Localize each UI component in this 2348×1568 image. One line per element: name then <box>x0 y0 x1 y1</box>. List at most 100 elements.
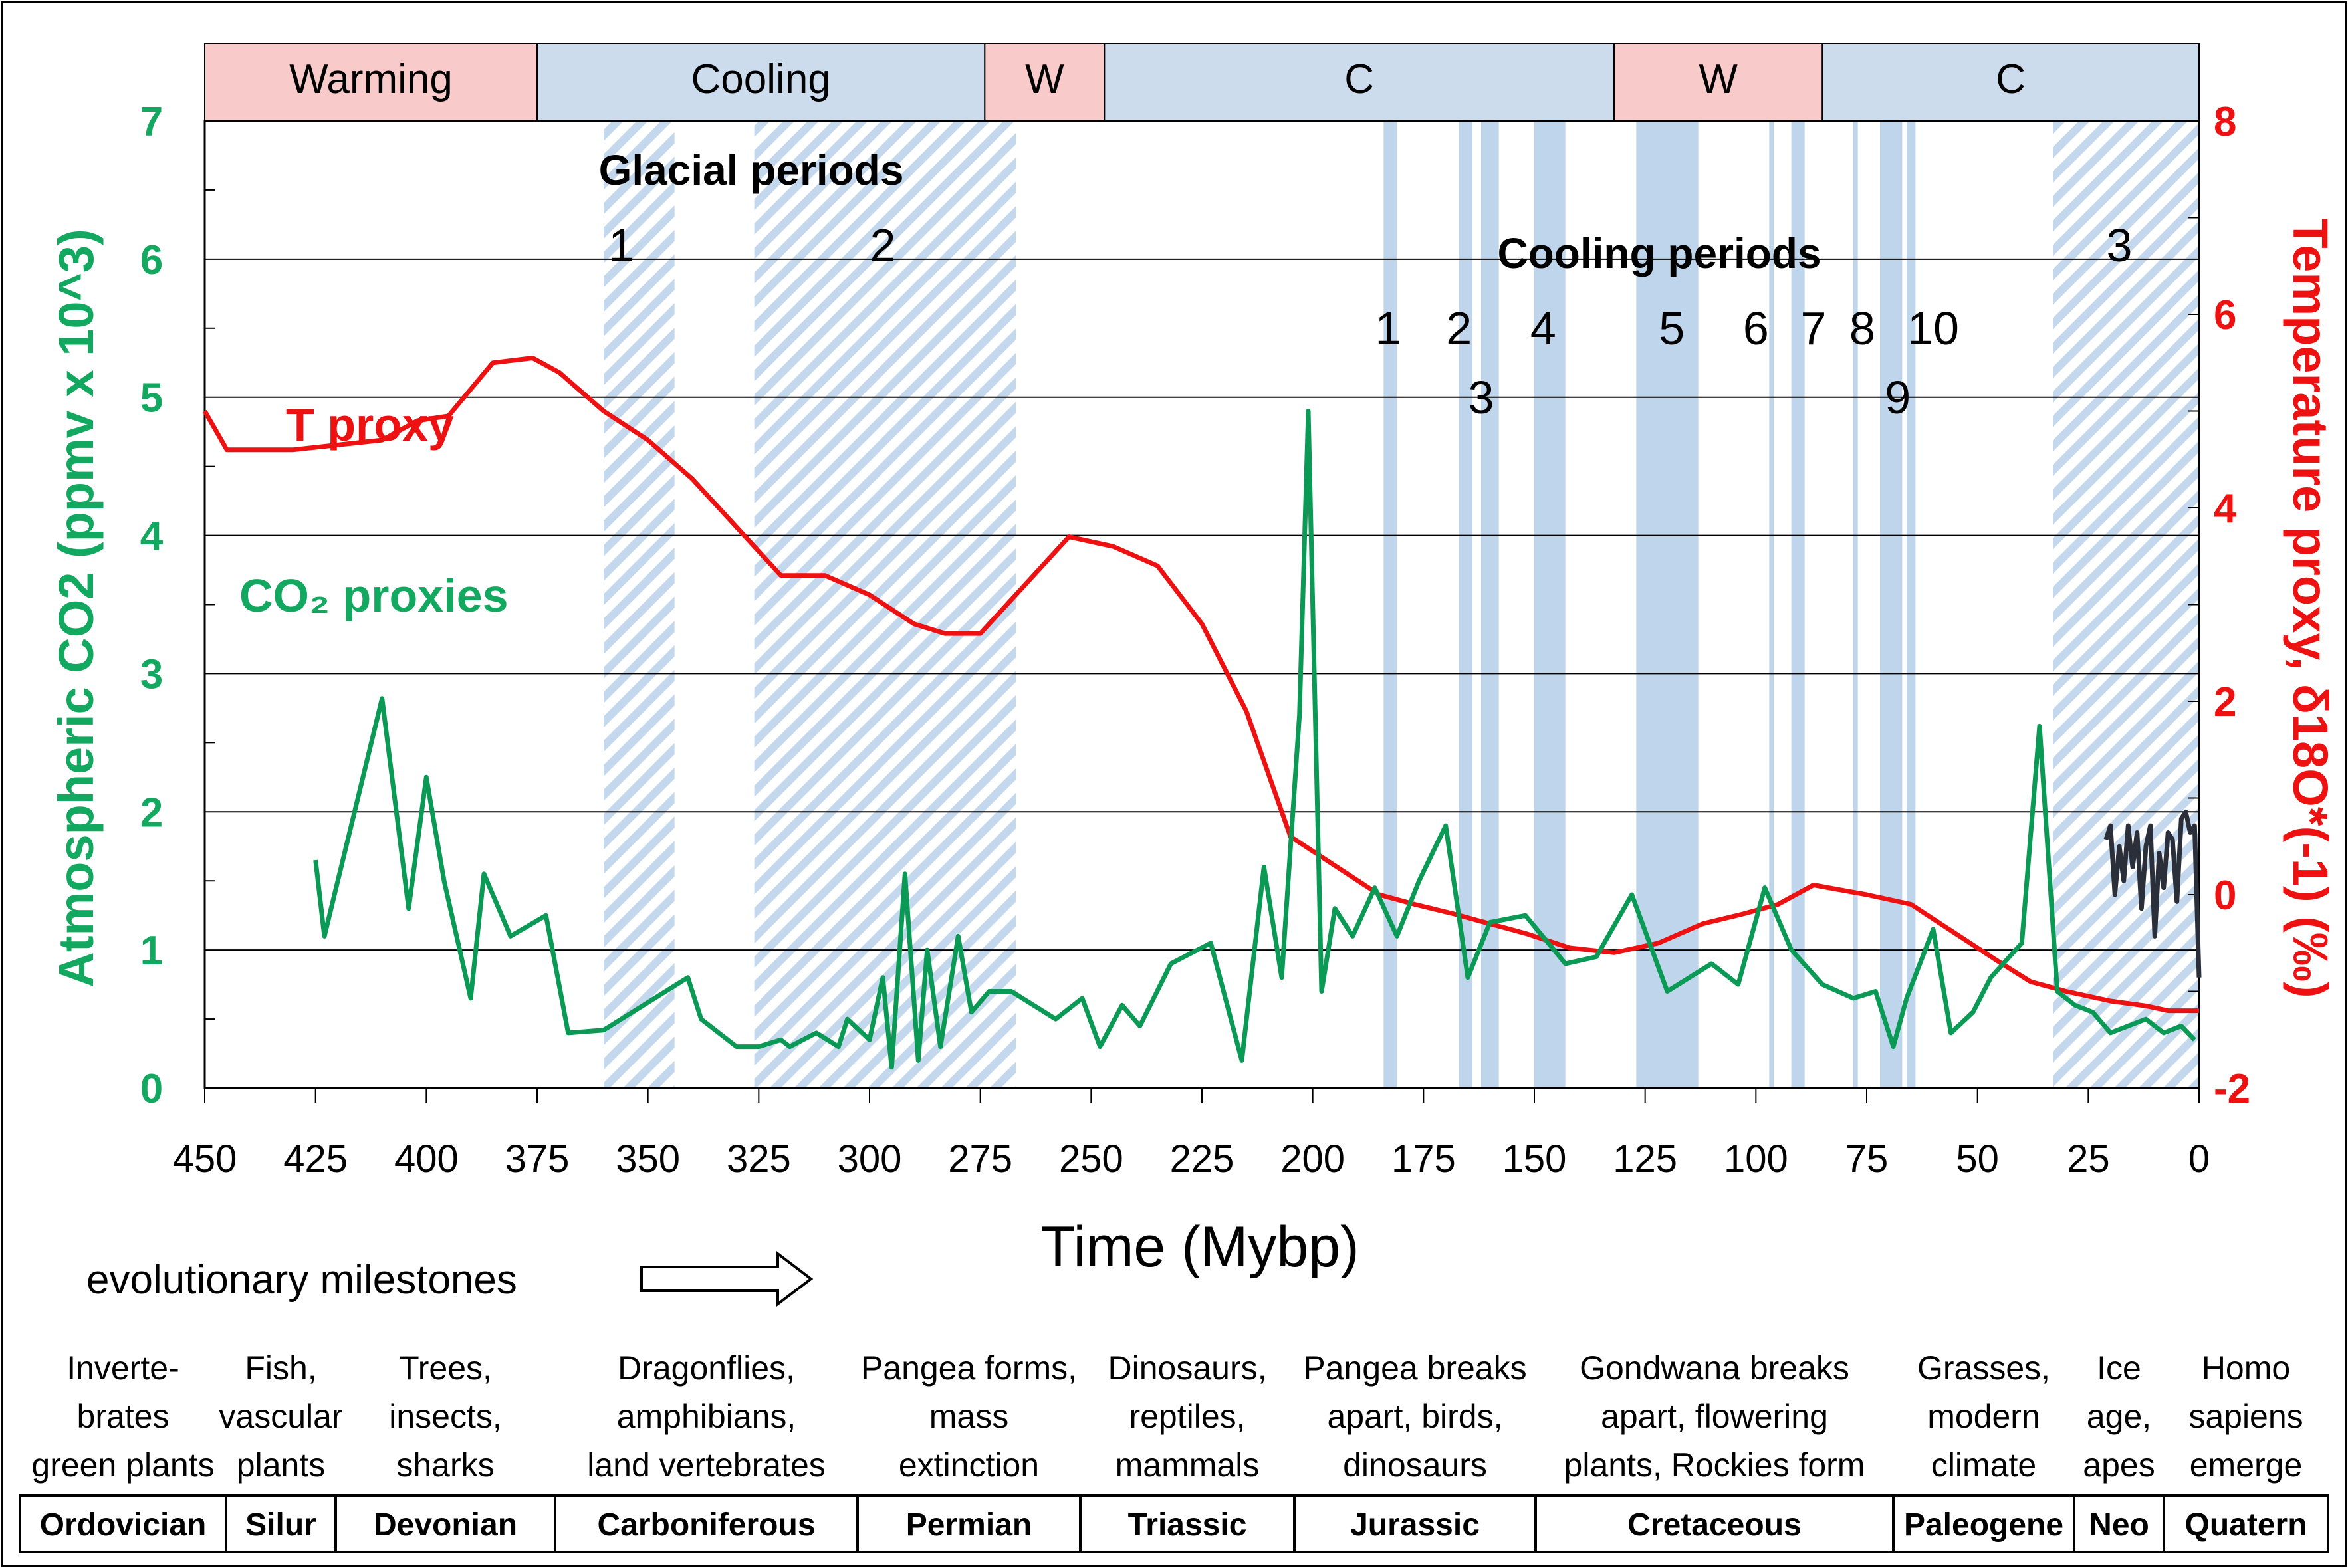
climate-band-label: C <box>1996 56 2026 102</box>
y-left-tick-label: 4 <box>140 514 164 560</box>
geologic-period-name: Paleogene <box>1904 1508 2063 1543</box>
geologic-period-name: Ordovician <box>40 1508 207 1543</box>
climate-band-6 <box>1821 43 2200 122</box>
cooling-period-number: 7 <box>1801 302 1827 354</box>
series-line-2 <box>313 409 2196 1070</box>
milestones-header: evolutionary milestones <box>86 1257 517 1303</box>
x-tick-label: 175 <box>1391 1137 1456 1180</box>
milestone-text: Pangea breaks <box>1303 1349 1526 1387</box>
milestone-text: modern <box>1927 1398 2040 1435</box>
milestone-text: mass <box>929 1398 1008 1435</box>
glacial-period-number: 1 <box>608 219 634 271</box>
glacial-period-regions <box>604 121 2199 1088</box>
x-tick-label: 50 <box>1956 1137 1999 1180</box>
cooling-period-number: 9 <box>1885 372 1911 423</box>
series-line-1 <box>202 356 2199 1014</box>
glacial-region-3 <box>2053 121 2199 1088</box>
series-line-3 <box>2103 809 2202 978</box>
x-tick-label: 325 <box>727 1137 791 1180</box>
x-tick-label: 150 <box>1502 1137 1567 1180</box>
milestone-text: Dinosaurs, <box>1108 1349 1267 1387</box>
milestone-text: plants, Rockies form <box>1564 1446 1865 1484</box>
geologic-period-name: Carboniferous <box>597 1508 815 1543</box>
glacial-periods-title: Glacial periods <box>599 146 904 194</box>
milestone-text: apart, flowering <box>1601 1398 1828 1435</box>
geologic-period-name: Quatern <box>2184 1508 2307 1543</box>
cooling-period-number: 2 <box>1446 302 1472 354</box>
x-tick-label: 200 <box>1280 1137 1345 1180</box>
cooling-region-6 <box>1769 121 1774 1088</box>
climate-band-label: Cooling <box>691 56 831 102</box>
milestone-text: mammals <box>1115 1446 1260 1484</box>
cooling-period-number: 3 <box>1468 372 1494 423</box>
y-axis-left-title: Atmospheric CO2 (ppmv x 10^3) <box>49 229 104 987</box>
climate-band-5 <box>1613 43 1823 122</box>
cooling-period-number: 8 <box>1849 302 1875 354</box>
milestone-text: Ice <box>2097 1349 2141 1387</box>
milestones-table: Inverte-brates green plants Ordovician Fish… <box>19 1349 2329 1553</box>
y-left-tick-label: 7 <box>140 99 163 145</box>
x-tick-label: 225 <box>1170 1137 1234 1180</box>
milestone-text: apes <box>2083 1446 2155 1484</box>
y-left-tick-label: 2 <box>140 790 163 836</box>
climate-band-label: C <box>1344 56 1374 102</box>
x-tick-label: 25 <box>2067 1137 2110 1180</box>
cooling-region-1 <box>1383 121 1397 1088</box>
cooling-region-7 <box>1791 121 1805 1088</box>
cooling-period-number: 1 <box>1375 302 1401 354</box>
milestone-text: climate <box>1931 1446 2036 1484</box>
geologic-period-name: Triassic <box>1128 1508 1247 1543</box>
cooling-region-10 <box>1907 121 1916 1088</box>
milestone-text: reptiles, <box>1129 1398 1245 1435</box>
x-tick-label: 0 <box>2188 1137 2210 1180</box>
y-left-tick-label: 0 <box>140 1066 163 1112</box>
y-left-tick-label: 1 <box>140 928 163 974</box>
y-right-tick-label: -2 <box>2214 1066 2250 1112</box>
milestone-text: land vertebrates <box>587 1446 826 1484</box>
cooling-region-5 <box>1636 121 1699 1088</box>
cooling-period-number: 6 <box>1743 302 1769 354</box>
climate-band-label: Warming <box>289 56 453 102</box>
data-series <box>202 356 2202 1070</box>
milestone-text: amphibians, <box>617 1398 796 1435</box>
milestone-text: apart, birds, <box>1327 1398 1502 1435</box>
milestone-text: Dragonflies, <box>618 1349 795 1387</box>
plot-frame <box>203 120 2200 1089</box>
climate-band-4 <box>1104 43 1615 122</box>
x-tick-label: 250 <box>1059 1137 1123 1180</box>
x-axis-title: Time (Mybp) <box>1040 1215 1359 1279</box>
geologic-period-name: Devonian <box>374 1508 517 1543</box>
milestone-text: insects, <box>389 1398 502 1435</box>
milestone-text: age, <box>2087 1398 2151 1435</box>
milestone-text: Gondwana breaks <box>1580 1349 1849 1387</box>
co2-proxies-label: CO₂ proxies <box>239 570 509 621</box>
climate-bands: Warming Cooling W C W C <box>204 43 2200 122</box>
milestone-text: Homo <box>2202 1349 2290 1387</box>
milestone-text: Pangea forms, <box>861 1349 1077 1387</box>
milestone-text: Grasses, <box>1917 1349 2050 1387</box>
x-tick-label: 400 <box>394 1137 459 1180</box>
geologic-period-name: Jurassic <box>1350 1508 1480 1543</box>
climate-band-1 <box>204 43 538 122</box>
glacial-region-1 <box>604 121 675 1088</box>
geologic-period-name: Permian <box>906 1508 1032 1543</box>
t-proxy-label: T proxy <box>286 399 454 451</box>
milestone-text: emerge <box>2190 1446 2303 1484</box>
milestone-text: Inverte- <box>66 1349 179 1387</box>
glacial-period-number: 3 <box>2107 219 2133 271</box>
cooling-region-9 <box>1880 121 1903 1088</box>
milestone-text: vascular <box>219 1398 342 1435</box>
cooling-period-regions <box>1383 121 1916 1088</box>
milestone-text: Fish, <box>245 1349 316 1387</box>
milestone-text: sapiens <box>2188 1398 2303 1435</box>
geologic-period-name: Silur <box>245 1508 316 1543</box>
geologic-period-name: Cretaceous <box>1627 1508 1801 1543</box>
cooling-region-2 <box>1459 121 1472 1088</box>
x-tick-label: 125 <box>1613 1137 1677 1180</box>
milestones-arrow-icon <box>640 1250 814 1307</box>
x-tick-label: 100 <box>1724 1137 1788 1180</box>
y-right-tick-label: 8 <box>2214 99 2236 145</box>
